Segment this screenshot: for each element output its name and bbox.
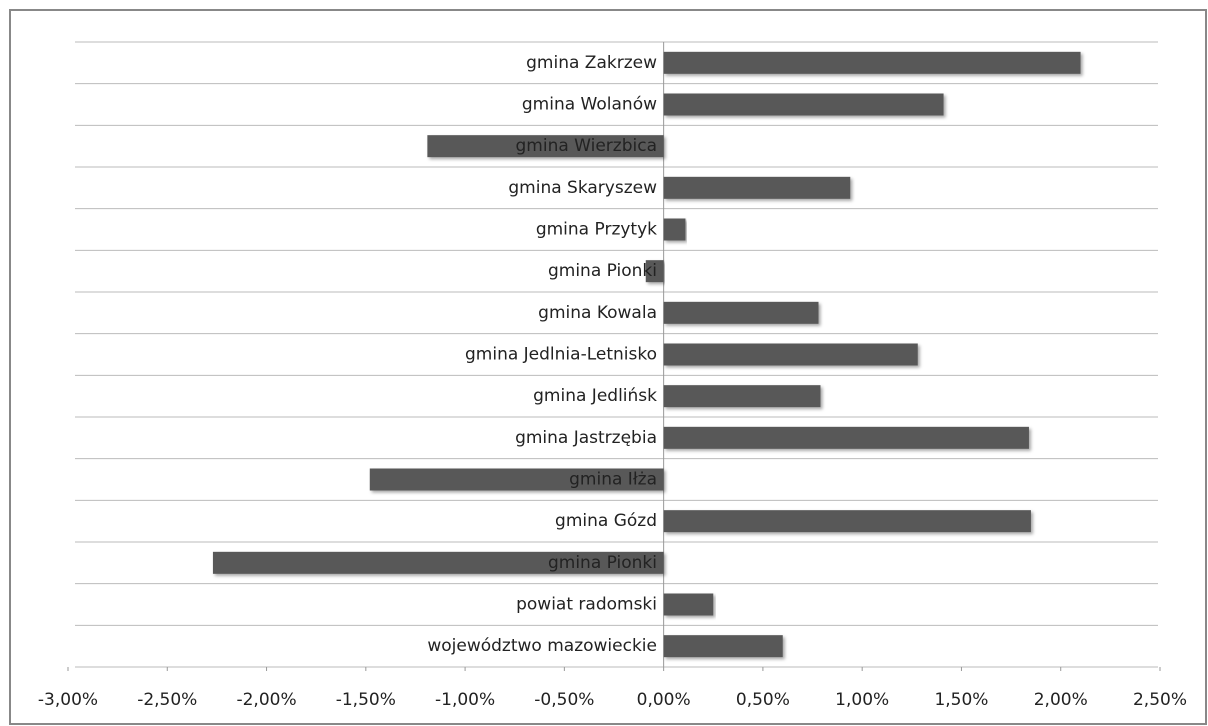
y-tick-label: gmina Wierzbica [516, 136, 657, 156]
chart-frame [9, 9, 1207, 725]
bar [663, 510, 1031, 533]
bar [369, 468, 664, 491]
bar [663, 93, 944, 116]
y-tick-label: gmina Wolanów [522, 95, 657, 115]
x-tick-label: -3,00% [38, 690, 98, 710]
y-tick-label: gmina Jastrzębia [515, 428, 657, 448]
y-tick-label: gmina Iłża [569, 470, 657, 490]
x-tick-label: -2,00% [236, 690, 296, 710]
bar [427, 135, 664, 158]
x-tick-label: -1,50% [336, 690, 396, 710]
x-tick-label: 1,00% [835, 690, 889, 710]
y-tick-label: gmina Jedlnia-Letnisko [465, 345, 657, 365]
x-tick-label: 1,50% [934, 690, 988, 710]
x-tick-label: 2,50% [1133, 690, 1187, 710]
y-tick-label: gmina Pionki [548, 261, 657, 281]
y-tick-label: gmina Gózd [555, 511, 657, 531]
bar [663, 426, 1029, 449]
bar [212, 551, 664, 574]
x-tick-label: -2,50% [137, 690, 197, 710]
bar [663, 218, 686, 241]
y-tick-label: gmina Przytyk [536, 220, 657, 240]
bar [645, 260, 664, 283]
y-tick-label: gmina Zakrzew [526, 53, 657, 73]
x-tick-label: 0,50% [736, 690, 790, 710]
x-tick-label: 2,00% [1034, 690, 1088, 710]
y-tick-label: gmina Jedlińsk [533, 386, 657, 406]
bar [663, 343, 918, 366]
x-tick-label: -1,00% [435, 690, 495, 710]
bar [663, 51, 1081, 74]
bar [663, 301, 819, 324]
x-tick-label: -0,50% [534, 690, 594, 710]
y-tick-label: województwo mazowieckie [427, 636, 657, 656]
y-tick-label: gmina Pionki [548, 553, 657, 573]
bar [663, 593, 714, 616]
x-tick-label: 0,00% [637, 690, 691, 710]
y-tick-label: powiat radomski [516, 595, 657, 615]
y-tick-label: gmina Kowala [538, 303, 657, 323]
bar [663, 635, 783, 658]
bar [663, 176, 851, 199]
y-tick-label: gmina Skaryszew [508, 178, 657, 198]
bar [663, 385, 821, 408]
